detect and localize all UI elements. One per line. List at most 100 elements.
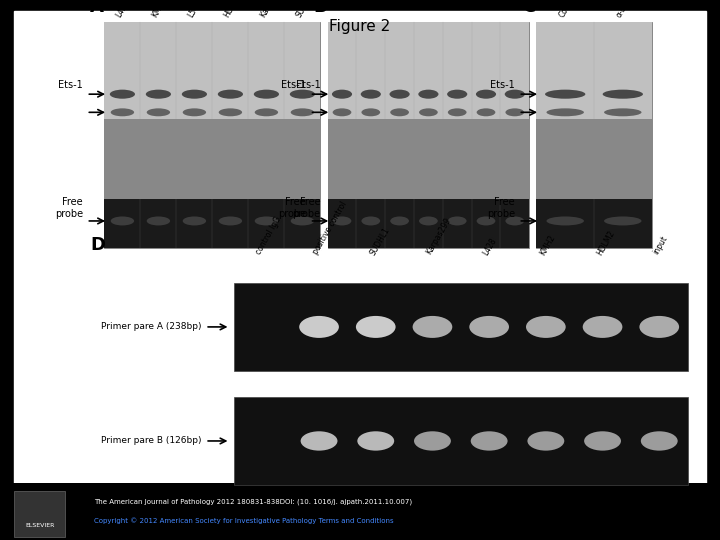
Ellipse shape — [181, 90, 207, 99]
Text: Free
probe: Free probe — [292, 197, 320, 219]
Ellipse shape — [361, 109, 380, 116]
Ellipse shape — [584, 431, 621, 451]
Bar — [328, 199, 529, 248]
Ellipse shape — [300, 316, 339, 338]
Text: Figure 2: Figure 2 — [329, 19, 391, 34]
Ellipse shape — [476, 90, 496, 99]
Text: HDLM2: HDLM2 — [222, 0, 244, 19]
Text: input: input — [652, 235, 670, 256]
Ellipse shape — [528, 431, 564, 451]
Text: Copyright © 2012 American Society for Investigative Pathology Terms and Conditio: Copyright © 2012 American Society for In… — [94, 518, 393, 524]
Text: α-Ets-1: α-Ets-1 — [615, 0, 636, 19]
Bar — [104, 199, 320, 248]
Bar — [328, 22, 529, 119]
Text: Control: Control — [557, 0, 579, 19]
Bar — [104, 22, 320, 248]
Text: L540: L540 — [186, 0, 204, 19]
Ellipse shape — [604, 109, 642, 116]
Ellipse shape — [289, 90, 315, 99]
Ellipse shape — [301, 431, 338, 451]
Ellipse shape — [109, 90, 135, 99]
Text: KMH2: KMH2 — [150, 0, 169, 19]
Bar — [536, 22, 652, 248]
Ellipse shape — [448, 109, 467, 116]
Ellipse shape — [448, 217, 467, 225]
Ellipse shape — [147, 217, 170, 225]
Text: Free
probe: Free probe — [278, 197, 306, 219]
Text: Karpas299: Karpas299 — [425, 217, 453, 256]
Ellipse shape — [147, 109, 170, 116]
Ellipse shape — [505, 109, 524, 116]
Ellipse shape — [413, 316, 452, 338]
Ellipse shape — [546, 217, 584, 225]
Ellipse shape — [546, 109, 584, 116]
Text: Free
probe: Free probe — [55, 197, 83, 219]
Bar — [14, 491, 65, 537]
Ellipse shape — [183, 217, 206, 225]
Ellipse shape — [418, 90, 438, 99]
Ellipse shape — [469, 316, 509, 338]
Text: SUDHL1: SUDHL1 — [294, 0, 318, 19]
Ellipse shape — [414, 431, 451, 451]
Text: Ets-1: Ets-1 — [282, 79, 306, 90]
Text: Karpas299: Karpas299 — [258, 0, 287, 19]
Ellipse shape — [545, 90, 585, 99]
Ellipse shape — [471, 431, 508, 451]
Ellipse shape — [332, 90, 352, 99]
Ellipse shape — [145, 90, 171, 99]
Text: D: D — [90, 236, 105, 254]
Bar — [536, 22, 652, 119]
Text: Primer pare A (238bp): Primer pare A (238bp) — [101, 322, 202, 332]
Ellipse shape — [291, 109, 314, 116]
Text: L428: L428 — [114, 0, 132, 19]
Text: control IgG: control IgG — [255, 215, 284, 256]
Ellipse shape — [361, 217, 380, 225]
Ellipse shape — [641, 431, 678, 451]
Text: The American Journal of Pathology 2012 180831-838DOI: (10. 1016/j. ajpath.2011.1: The American Journal of Pathology 2012 1… — [94, 499, 412, 505]
Ellipse shape — [390, 217, 409, 225]
Ellipse shape — [603, 90, 643, 99]
Ellipse shape — [253, 90, 279, 99]
Ellipse shape — [505, 90, 525, 99]
Ellipse shape — [477, 109, 495, 116]
Text: SUDHL1: SUDHL1 — [368, 225, 391, 256]
Ellipse shape — [356, 316, 395, 338]
Text: positive control: positive control — [311, 200, 348, 256]
Ellipse shape — [604, 217, 642, 225]
Ellipse shape — [477, 217, 495, 225]
Ellipse shape — [357, 431, 394, 451]
Ellipse shape — [582, 316, 622, 338]
Text: Ets-1: Ets-1 — [58, 79, 83, 90]
Ellipse shape — [219, 217, 242, 225]
Bar — [234, 283, 688, 371]
Bar — [104, 119, 320, 199]
Ellipse shape — [390, 90, 410, 99]
Text: HDLM2: HDLM2 — [595, 228, 616, 256]
Ellipse shape — [639, 316, 679, 338]
Bar — [104, 22, 320, 119]
Bar — [536, 199, 652, 248]
Text: Free
probe: Free probe — [487, 197, 515, 219]
Text: Primer pare B (126bp): Primer pare B (126bp) — [101, 436, 202, 446]
Ellipse shape — [217, 90, 243, 99]
Ellipse shape — [419, 109, 438, 116]
Bar — [328, 22, 529, 248]
Bar — [234, 397, 688, 485]
Bar — [536, 119, 652, 199]
Text: Ets-1: Ets-1 — [296, 79, 320, 90]
Text: C: C — [522, 0, 535, 16]
Ellipse shape — [505, 217, 524, 225]
Text: KMH2: KMH2 — [538, 233, 557, 256]
Bar — [328, 119, 529, 199]
Ellipse shape — [111, 217, 134, 225]
Text: ELSEVIER: ELSEVIER — [25, 523, 54, 528]
Bar — [0, 483, 720, 540]
Ellipse shape — [361, 90, 381, 99]
Text: B: B — [313, 0, 327, 16]
Ellipse shape — [419, 217, 438, 225]
Ellipse shape — [390, 109, 409, 116]
Ellipse shape — [333, 109, 351, 116]
Ellipse shape — [333, 217, 351, 225]
Ellipse shape — [183, 109, 206, 116]
Ellipse shape — [447, 90, 467, 99]
